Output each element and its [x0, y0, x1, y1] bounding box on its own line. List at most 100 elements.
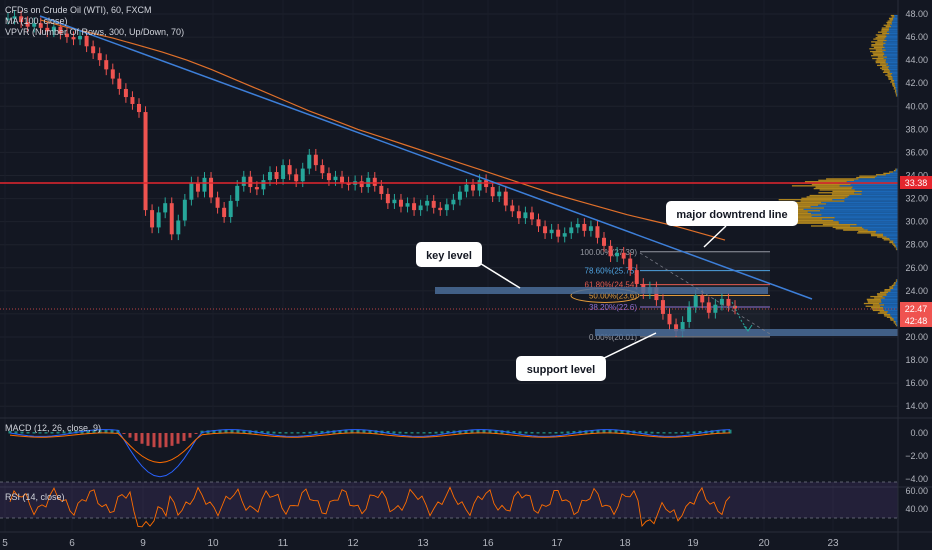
- macd-histogram-bar: [272, 431, 276, 434]
- vpvr-bar-up: [850, 183, 898, 186]
- macd-histogram-bar: [716, 429, 720, 434]
- macd-histogram-bar: [314, 431, 318, 434]
- vpvr-bar-up: [861, 190, 898, 193]
- y-tick-label: 20.00: [905, 332, 928, 342]
- key-level-zone[interactable]: [435, 287, 768, 294]
- candle-body: [38, 23, 43, 28]
- vpvr-bar-up: [880, 305, 898, 307]
- vpvr-bar-up: [890, 239, 898, 241]
- y-tick-label: 24.00: [905, 286, 928, 296]
- vpvr-bar-up: [888, 67, 898, 69]
- macd-histogram-bar: [554, 431, 558, 434]
- macd-histogram-bar: [50, 432, 54, 434]
- vpvr-bar-down: [874, 297, 885, 299]
- macd-histogram-bar: [620, 430, 624, 434]
- vpvr-bar-down: [893, 169, 896, 172]
- macd-histogram-bar: [680, 431, 684, 434]
- vpvr-bar-up: [854, 189, 898, 191]
- candle-body: [6, 18, 10, 20]
- candle-body: [693, 295, 698, 308]
- candle-body: [78, 35, 83, 40]
- vpvr-bar-down: [888, 78, 893, 80]
- candle-body: [595, 226, 600, 238]
- macd-histogram-bar: [98, 429, 102, 434]
- candle-body: [615, 252, 620, 257]
- macd-histogram-bar: [188, 433, 192, 438]
- macd-histogram-bar: [404, 431, 408, 434]
- candle-body: [674, 324, 679, 332]
- vpvr-bar-up: [879, 302, 898, 305]
- x-tick-label: 5: [2, 538, 8, 549]
- vpvr-bar-down: [892, 85, 896, 87]
- vpvr-bar-up: [883, 41, 898, 43]
- candle-body: [215, 197, 220, 208]
- candle-body: [136, 103, 141, 113]
- macd-histogram-bar: [206, 430, 210, 434]
- vpvr-bar-up: [888, 291, 898, 294]
- candle-body: [667, 313, 672, 325]
- vpvr-bar-up: [890, 290, 898, 292]
- candle-body: [536, 219, 541, 227]
- macd-histogram-bar: [332, 430, 336, 434]
- vpvr-bar-up: [896, 92, 898, 94]
- candle-body: [261, 180, 266, 190]
- vpvr-bar-down: [883, 239, 891, 241]
- candle-body: [425, 200, 430, 206]
- annotation-key[interactable]: key level: [416, 242, 521, 289]
- macd-histogram-bar: [560, 431, 564, 434]
- macd-histogram-bar: [236, 429, 240, 434]
- vpvr-bar-up: [821, 201, 898, 204]
- vpvr-bar-down: [822, 223, 857, 226]
- vpvr-bar-up: [895, 85, 898, 87]
- vpvr-bar-down: [889, 287, 894, 289]
- downtrend-line[interactable]: [39, 15, 813, 300]
- macd-histogram-bar: [530, 431, 534, 434]
- vpvr-bar-down: [884, 315, 891, 317]
- vpvr-bar-up: [844, 197, 898, 199]
- macd-histogram-bar: [110, 429, 114, 434]
- vpvr-bar-up: [892, 75, 898, 78]
- macd-histogram-bar: [356, 429, 360, 434]
- macd-histogram-bar: [218, 429, 222, 434]
- price-axis[interactable]: 48.00 46.00 44.00 42.00 40.00 38.00 36.00 34.00…: [905, 9, 928, 411]
- vpvr-bar-down: [877, 312, 887, 314]
- vpvr-bar-down: [894, 91, 897, 93]
- vpvr-bar-up: [894, 14, 898, 17]
- legend-vpvr: VPVR (Number Of Rows, 300, Up/Down, 70): [5, 27, 184, 37]
- vpvr-bar-up: [883, 52, 898, 54]
- vpvr-bar-up: [889, 172, 898, 175]
- macd-histogram-bar: [692, 431, 696, 434]
- candle-body: [117, 78, 122, 89]
- vpvr-bar-down: [863, 302, 880, 305]
- vpvr-bar-up: [854, 179, 898, 181]
- macd-histogram-bar: [146, 433, 150, 446]
- support-level-zone[interactable]: [595, 329, 898, 336]
- vpvr-bar-up: [895, 244, 898, 247]
- macd-histogram-bar: [494, 429, 498, 434]
- vpvr-bar-up: [886, 59, 898, 61]
- macd-histogram-bar: [428, 431, 432, 434]
- macd-line: [9, 429, 731, 478]
- annotation-trend[interactable]: major downtrend line: [666, 201, 798, 248]
- candle-body: [719, 298, 724, 305]
- candle-body: [294, 174, 299, 182]
- vpvr-bar-down: [893, 244, 896, 247]
- macd-histogram-bar: [386, 430, 390, 434]
- vpvr-bar-down: [888, 77, 893, 79]
- vpvr-bar-up: [896, 280, 898, 283]
- macd-histogram-bar: [140, 433, 144, 444]
- candle-body: [267, 172, 272, 181]
- vpvr-bar-up: [832, 199, 898, 201]
- vpvr-bar-down: [869, 48, 883, 50]
- annotation-support[interactable]: support level: [516, 332, 657, 381]
- candle-body: [58, 26, 63, 34]
- vpvr-bar-down: [891, 16, 895, 18]
- y-tick-label: 18.00: [905, 355, 928, 365]
- resistance-badge: 33.38: [900, 176, 932, 189]
- vpvr-bar-down: [893, 86, 896, 89]
- svg-text:key level: key level: [426, 250, 472, 262]
- macd-histogram-bar: [278, 431, 282, 434]
- x-tick-label: 9: [140, 538, 146, 549]
- vpvr-bar-down: [818, 179, 855, 181]
- time-axis[interactable]: 5 6 9 10 11 12 13 16 17 18 19 20 23: [2, 538, 839, 549]
